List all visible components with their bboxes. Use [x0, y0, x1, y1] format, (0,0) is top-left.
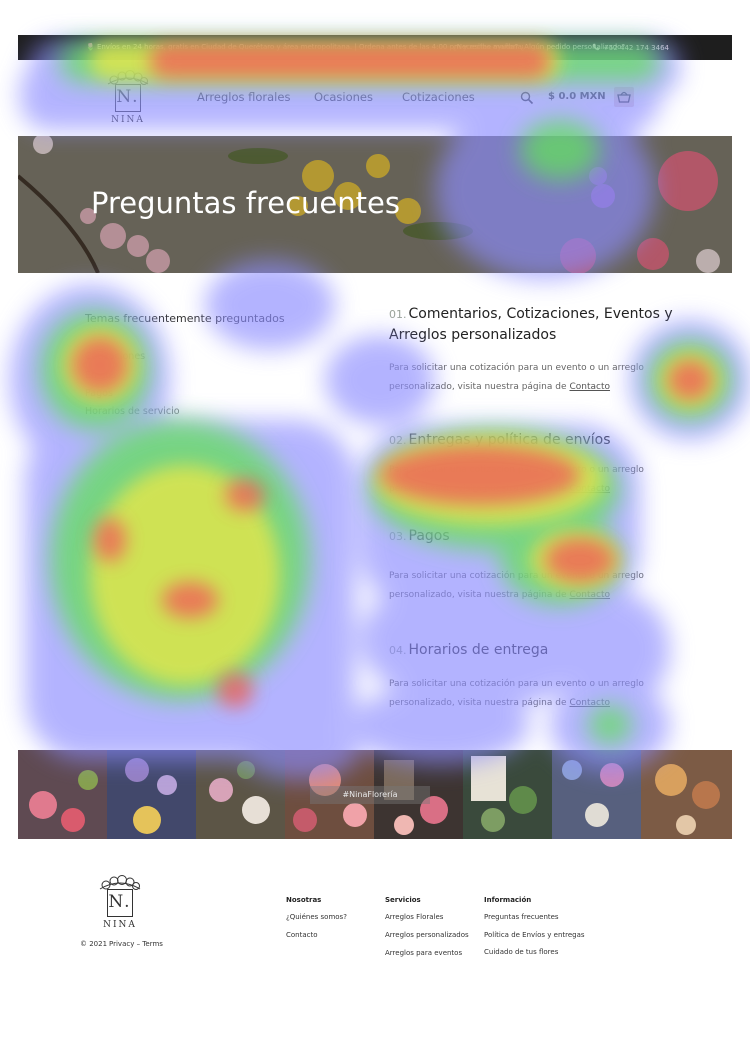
gallery-image[interactable]: [552, 750, 641, 839]
logo-frame: [107, 889, 133, 917]
footer-logo[interactable]: N. NINA: [96, 873, 144, 933]
cart-button[interactable]: [614, 87, 634, 107]
phone-link[interactable]: +52 442 174 3464: [592, 43, 669, 52]
cart-total[interactable]: $ 0.0 MXN: [548, 91, 606, 102]
copyright: © 2021: [80, 940, 108, 948]
phone-number: +52 442 174 3464: [603, 44, 669, 52]
footer-link[interactable]: Arreglos personalizados: [385, 931, 469, 939]
faq-heading-1: 01. Comentarios, Cotizaciones, Eventos y …: [389, 304, 689, 346]
contact-link[interactable]: Contacto: [569, 697, 611, 708]
flowers-photo: [562, 760, 624, 827]
faq-heading-2: 02. Entregas y política de envíos: [389, 430, 689, 451]
faq-heading-3: 03. Pagos: [389, 526, 689, 547]
footer-heading-servicios: Servicios: [385, 896, 421, 904]
footer-link[interactable]: Arreglos Florales: [385, 913, 444, 921]
faq-number: 03.: [389, 530, 407, 543]
gallery-image[interactable]: [107, 750, 196, 839]
search-icon[interactable]: [520, 91, 534, 105]
shopping-basket-icon: [617, 91, 631, 103]
faq-title: Horarios de entrega: [408, 642, 549, 658]
gallery-image[interactable]: [196, 750, 285, 839]
faq-answer-2: Para solicitar una cotización para un ev…: [389, 461, 649, 498]
site-header: N. NINA Arreglos florales Ocasiones Coti…: [18, 60, 732, 136]
faq-answer-3: Para solicitar una cotización para un ev…: [389, 567, 649, 604]
nav-arreglos-florales[interactable]: Arreglos florales: [197, 90, 291, 104]
footer-link[interactable]: Preguntas frecuentes: [484, 913, 559, 921]
flower-crown-icon: [99, 875, 141, 890]
contact-link[interactable]: Contacto: [569, 483, 611, 494]
flowers-photo: [209, 761, 270, 824]
nav-cotizaciones[interactable]: Cotizaciones: [402, 90, 475, 104]
nav-ocasiones[interactable]: Ocasiones: [314, 90, 373, 104]
footer-link[interactable]: Cuidado de tus flores: [484, 948, 559, 956]
phone-icon: [592, 43, 600, 51]
footer-heading-informacion: Información: [484, 896, 532, 904]
logo-letter: N.: [108, 892, 132, 912]
web-page: 🌷 Envíos en 24 horas, gratis en Ciudad d…: [18, 35, 732, 1025]
faq-number: 04.: [389, 644, 407, 657]
footer-link[interactable]: ¿Quiénes somos?: [286, 913, 347, 921]
topic-cotizaciones[interactable]: Cotizaciones: [85, 351, 146, 362]
flowers-photo: [384, 760, 448, 835]
instagram-gallery: #NinaFlorería: [18, 750, 732, 839]
topic-horarios[interactable]: Horarios de servicio: [85, 406, 180, 417]
flowers-photo: [29, 770, 98, 832]
logo-name: NINA: [103, 920, 137, 930]
footer-link[interactable]: Política de Envíos y entregas: [484, 931, 585, 939]
faq-number: 01.: [389, 308, 407, 321]
contact-link[interactable]: Contacto: [569, 381, 611, 392]
faq-title: Pagos: [408, 528, 450, 544]
topics-heading: Temas frecuentemente preguntados: [85, 312, 285, 325]
topic-envios[interactable]: Envíos: [85, 370, 117, 381]
contact-link[interactable]: Contacto: [569, 589, 611, 600]
announcement-bar: 🌷 Envíos en 24 horas, gratis en Ciudad d…: [18, 35, 732, 60]
privacy-terms-link[interactable]: Privacy – Terms: [109, 940, 163, 948]
footer-heading-nosotras: Nosotras: [286, 896, 322, 904]
footer-link[interactable]: Arreglos para eventos: [385, 949, 463, 957]
logo-name: NINA: [111, 115, 145, 125]
faq-title: Entregas y política de envíos: [408, 432, 611, 448]
gallery-hashtag[interactable]: #NinaFlorería: [310, 786, 430, 804]
gallery-image[interactable]: [18, 750, 107, 839]
flowers-photo: [655, 764, 720, 835]
gallery-image[interactable]: [641, 750, 732, 839]
faq-number: 02.: [389, 434, 407, 447]
brand-logo[interactable]: N. NINA: [104, 68, 152, 128]
flowers-photo: [125, 758, 177, 834]
faq-title: Comentarios, Cotizaciones, Eventos y Arr…: [389, 306, 673, 343]
faq-answer-1: Para solicitar una cotización para un ev…: [389, 359, 649, 396]
logo-letter: N.: [116, 87, 140, 107]
faq-text: Para solicitar una cotización para un ev…: [389, 363, 644, 392]
flowers-photo: [471, 756, 537, 832]
hero-banner: Preguntas frecuentes: [18, 136, 732, 273]
gallery-image[interactable]: [463, 750, 552, 839]
faq-answer-4: Para solicitar una cotización para un ev…: [389, 675, 649, 712]
footer-link[interactable]: Contacto: [286, 931, 318, 939]
topic-pagos[interactable]: Pagos: [85, 388, 113, 399]
page-title: Preguntas frecuentes: [91, 186, 400, 220]
faq-heading-4: 04. Horarios de entrega: [389, 640, 689, 661]
